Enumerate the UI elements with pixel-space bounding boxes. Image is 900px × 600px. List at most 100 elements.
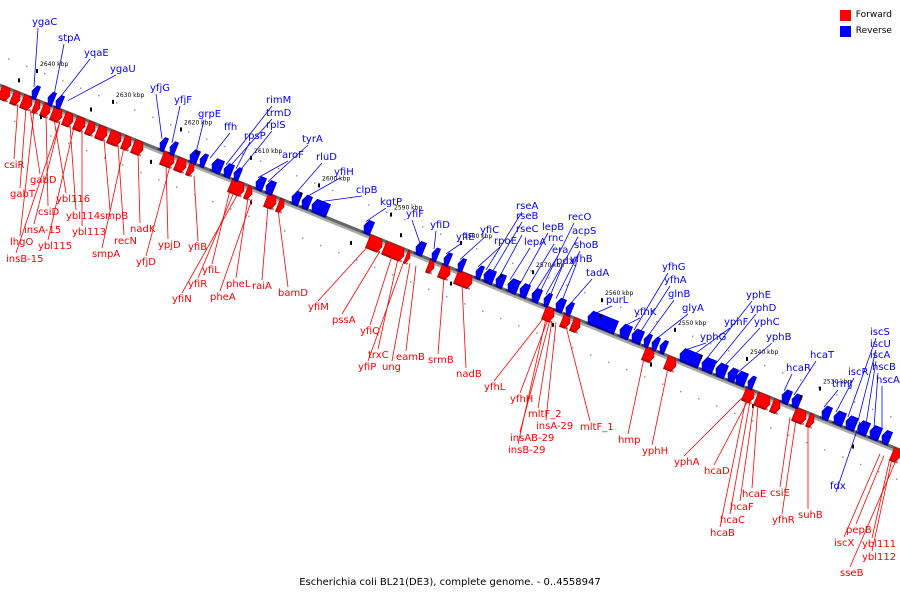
leader-line [369, 255, 393, 326]
gene-label-yfir: yfiR [188, 279, 207, 290]
reverse-gene-block [413, 240, 428, 257]
gene-arrow [83, 120, 96, 137]
gene-label-purl: purL [606, 295, 629, 306]
forward-gene-block [172, 156, 187, 174]
guide-dot [512, 262, 514, 265]
gene-label-ybl116: ybl116 [56, 194, 90, 205]
guide-dot [206, 138, 208, 141]
forward-gene-block [790, 407, 807, 426]
tick-label: 2630 kbp [116, 92, 144, 99]
leader-line [823, 389, 839, 408]
gene-arrow [30, 98, 41, 114]
gene-shade [231, 177, 239, 182]
guide-dot [806, 441, 808, 444]
gene-label-pepb: pepB [846, 525, 872, 536]
leader-line [317, 245, 369, 302]
guide-dot [230, 208, 232, 210]
gene-label-rsea: rseA [516, 201, 538, 212]
gene-label-tyra: tyrA [302, 134, 323, 145]
guide-dot [14, 120, 16, 123]
leader-line [705, 300, 753, 360]
gene-label-reco: recO [568, 212, 592, 223]
gene-shade [725, 377, 735, 383]
guide-dot [368, 204, 370, 206]
guide-dot [710, 342, 712, 345]
forward-gene-block [568, 317, 581, 334]
reverse-gene-block [677, 348, 704, 369]
gene-label-ung: ung [382, 362, 401, 373]
forward-gene-block [274, 197, 285, 214]
gene-label-trxc: trxC [368, 350, 389, 361]
reverse-gene-block [441, 252, 454, 268]
tick-label: 2530 kbp [823, 379, 851, 386]
gene-shade [559, 324, 569, 330]
gene-shade [569, 328, 579, 334]
leader-line [871, 458, 893, 552]
forward-gene-block [105, 129, 122, 148]
label-leaders [13, 27, 897, 568]
gene-label-nadb: nadB [456, 369, 482, 380]
guide-dot [554, 339, 556, 342]
leader-line [633, 272, 669, 331]
gene-label-insb-15: insB-15 [6, 254, 44, 265]
leader-line [145, 165, 171, 257]
gene-label-insa-15: insA-15 [24, 225, 61, 236]
gene-arrow [740, 386, 755, 404]
guide-dot [476, 248, 478, 250]
gene-shade [641, 343, 649, 349]
tick-mark [601, 298, 603, 303]
tick-label: 2600 kbp [322, 175, 350, 182]
tick-mark [532, 270, 534, 275]
gene-shade [413, 251, 423, 257]
gene-label-pdxj: pdxJ [556, 256, 578, 267]
guide-dot [62, 80, 64, 82]
gene-label-yphg: yphG [700, 332, 726, 343]
gene-shade [309, 209, 327, 218]
gene-label-yphc: yphC [754, 317, 780, 328]
leader-line [171, 105, 181, 143]
guide-dot [332, 189, 334, 192]
leader-line [627, 358, 645, 435]
gene-label-yfhh: yfhH [510, 394, 533, 405]
guide-dot [278, 167, 280, 170]
gene-shade [699, 367, 713, 375]
gene-shade [629, 338, 641, 345]
reverse-gene-block [455, 258, 468, 274]
marker-tick [350, 240, 352, 245]
gene-label-yfjg: yfjG [150, 83, 170, 94]
gene-label-yfiq: yfiQ [360, 326, 380, 337]
gene-label-csid: csiD [38, 207, 59, 218]
gene-shade [585, 321, 615, 335]
leader-line [365, 207, 387, 222]
gene-arrow [804, 412, 815, 428]
leader-line [239, 130, 273, 171]
gene-label-yfhb: yfhB [570, 254, 593, 265]
gene-label-smpa: smpA [92, 249, 120, 260]
forward-gene-block [60, 111, 74, 129]
gene-label-rpoe: rpoE [494, 236, 517, 247]
leader-line [235, 197, 249, 279]
leader-line [19, 110, 35, 237]
guide-dot [260, 160, 262, 162]
leader-line [317, 195, 363, 203]
gene-shade [53, 105, 61, 110]
gene-label-kgtp: kgtP [380, 197, 402, 208]
forward-gene-block [119, 135, 132, 152]
reverse-gene-block [299, 194, 314, 211]
gene-shade [403, 261, 409, 265]
forward-gene-block [8, 89, 21, 107]
gene-arrow [768, 398, 781, 415]
guide-dot [428, 288, 430, 291]
leader-line [491, 221, 523, 273]
guide-dot [296, 175, 298, 177]
leader-line [855, 455, 885, 525]
legend-forward: Forward [839, 8, 892, 22]
tick-mark [250, 155, 252, 160]
reverse-gene-block [253, 176, 268, 192]
guide-dot [620, 306, 622, 308]
gene-label-mltf-1: mltF_1 [580, 422, 614, 433]
forward-gene-block [558, 313, 571, 330]
leader-line [865, 360, 877, 425]
leader-line [295, 162, 323, 194]
leader-line [873, 372, 879, 428]
